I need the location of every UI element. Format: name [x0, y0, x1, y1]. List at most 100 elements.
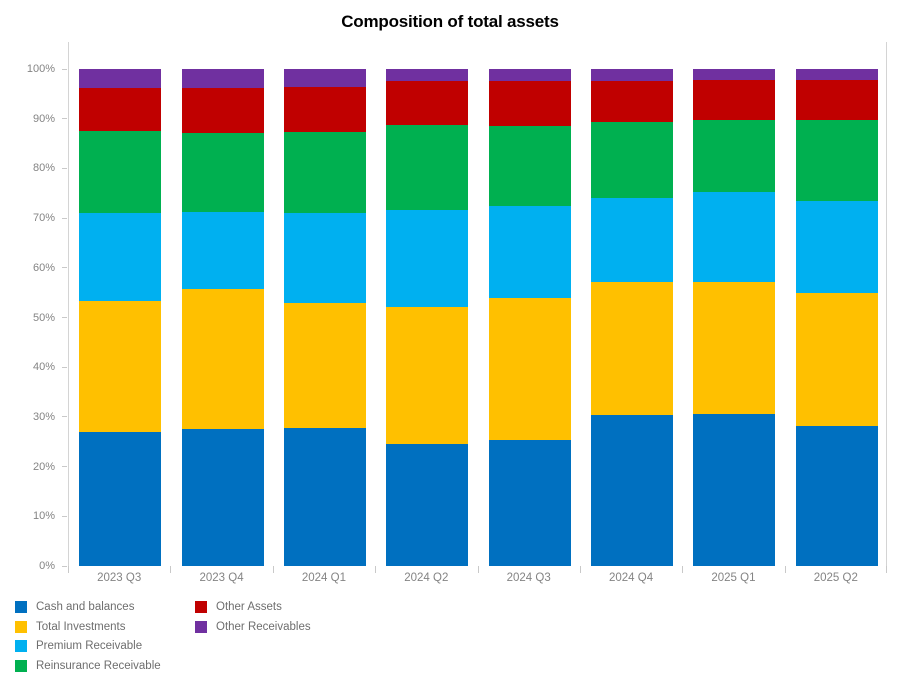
bars-region	[69, 69, 888, 566]
bar-segment-reinsurance-receivable-2023-q3[interactable]	[79, 131, 162, 214]
bar-segment-reinsurance-receivable-2024-q3[interactable]	[488, 125, 571, 207]
bar-segment-reinsurance-receivable-2025-q2[interactable]	[795, 119, 878, 201]
x-tick-label-2025-q1: 2025 Q1	[711, 572, 756, 584]
y-tick-label-100: 100%	[26, 63, 55, 75]
bar-segment-premium-receivable-2024-q2[interactable]	[386, 210, 469, 307]
y-tick-mark	[62, 217, 67, 219]
bar-segment-total-investments-2023-q3[interactable]	[79, 301, 162, 432]
bar-segment-cash-and-balances-2023-q4[interactable]	[181, 429, 264, 566]
x-tick-label-2024-q1: 2024 Q1	[301, 572, 346, 584]
bar-segment-premium-receivable-2023-q3[interactable]	[79, 213, 162, 302]
legend-item-cash-and-balances[interactable]: Cash and balances	[15, 600, 134, 614]
bar-segment-premium-receivable-2025-q2[interactable]	[795, 200, 878, 294]
bar-slot-2025-q1	[683, 69, 785, 566]
y-tick-label-30: 30%	[32, 410, 55, 423]
x-tick-label-2024-q3: 2024 Q3	[506, 572, 551, 584]
legend-swatch-icon	[15, 640, 27, 653]
stacked-bar-2024-q3	[488, 69, 571, 566]
stacked-bar-2024-q2	[386, 69, 469, 566]
bar-segment-cash-and-balances-2024-q4[interactable]	[591, 414, 674, 566]
bar-segment-cash-and-balances-2024-q2[interactable]	[386, 444, 469, 566]
stacked-bar-2024-q1	[283, 69, 366, 566]
bar-segment-other-assets-2024-q4[interactable]	[591, 80, 674, 122]
y-tick-label-80: 80%	[32, 162, 55, 175]
bar-segment-cash-and-balances-2023-q3[interactable]	[79, 431, 162, 566]
bar-segment-reinsurance-receivable-2023-q4[interactable]	[181, 133, 264, 212]
bar-segment-other-receivables-2023-q4[interactable]	[181, 69, 264, 88]
y-tick-label-20: 20%	[32, 460, 55, 473]
y-tick-label-40: 40%	[32, 361, 55, 374]
bar-segment-total-investments-2025-q2[interactable]	[795, 293, 878, 426]
y-tick-mark	[62, 68, 67, 70]
bar-segment-other-receivables-2024-q4[interactable]	[591, 69, 674, 81]
stacked-bar-2023-q4	[181, 69, 264, 566]
bar-segment-other-assets-2023-q4[interactable]	[181, 87, 264, 134]
y-tick-label-10: 10%	[32, 510, 55, 523]
x-boundary-tick	[68, 566, 69, 573]
bar-segment-total-investments-2024-q1[interactable]	[283, 302, 366, 429]
stacked-bar-2024-q4	[591, 69, 674, 566]
x-boundary-tick	[170, 566, 172, 573]
bar-slot-2024-q3	[479, 69, 581, 566]
bar-segment-total-investments-2025-q1[interactable]	[693, 282, 776, 414]
bar-slot-2024-q1	[274, 69, 376, 566]
bar-segment-total-investments-2024-q4[interactable]	[591, 281, 674, 415]
bar-segment-premium-receivable-2024-q1[interactable]	[283, 213, 366, 303]
bar-segment-cash-and-balances-2024-q3[interactable]	[488, 439, 571, 566]
y-tick-mark	[62, 416, 67, 418]
y-tick-mark	[62, 267, 67, 269]
bar-segment-other-receivables-2024-q3[interactable]	[488, 69, 571, 82]
bar-segment-other-assets-2024-q2[interactable]	[386, 81, 469, 126]
bar-segment-other-assets-2025-q2[interactable]	[795, 80, 878, 120]
legend-item-other-receivables[interactable]: Other Receivables	[195, 620, 311, 634]
bar-segment-reinsurance-receivable-2024-q4[interactable]	[591, 121, 674, 199]
bar-segment-other-receivables-2025-q1[interactable]	[693, 69, 776, 80]
x-tick-label-2023-q3: 2023 Q3	[97, 572, 142, 584]
x-axis: 2023 Q3 2023 Q4 2024 Q1 2024 Q2 2024 Q3 2024 …	[68, 566, 887, 592]
bar-segment-total-investments-2024-q3[interactable]	[488, 298, 571, 440]
legend-swatch-icon	[195, 601, 207, 613]
y-tick-label-0: 0%	[39, 560, 55, 572]
legend-label: Total Investments	[36, 620, 126, 633]
bar-segment-cash-and-balances-2025-q1[interactable]	[693, 413, 776, 566]
legend-item-premium-receivable[interactable]: Premium Receivable	[15, 639, 142, 653]
bar-segment-cash-and-balances-2024-q1[interactable]	[283, 428, 366, 566]
bar-segment-other-assets-2024-q1[interactable]	[283, 87, 366, 132]
bar-segment-other-assets-2025-q1[interactable]	[693, 79, 776, 120]
x-boundary-tick	[784, 566, 786, 573]
bar-segment-cash-and-balances-2025-q2[interactable]	[795, 425, 878, 566]
stacked-bar-2023-q3	[79, 69, 162, 566]
x-boundary-tick	[579, 566, 581, 573]
legend-item-total-investments[interactable]: Total Investments	[15, 620, 125, 634]
y-tick-mark	[62, 515, 67, 517]
bar-segment-other-assets-2024-q3[interactable]	[488, 81, 571, 126]
bar-segment-premium-receivable-2024-q4[interactable]	[591, 198, 674, 282]
x-boundary-tick	[375, 566, 377, 573]
bar-segment-other-receivables-2023-q3[interactable]	[79, 69, 162, 88]
bar-segment-total-investments-2024-q2[interactable]	[386, 306, 469, 445]
bar-segment-other-receivables-2024-q1[interactable]	[283, 69, 366, 88]
y-tick-label-90: 90%	[32, 112, 55, 125]
bar-segment-other-assets-2023-q3[interactable]	[79, 87, 162, 132]
bar-segment-premium-receivable-2023-q4[interactable]	[181, 211, 264, 290]
legend-item-other-assets[interactable]: Other Assets	[195, 600, 282, 614]
bar-segment-reinsurance-receivable-2024-q2[interactable]	[386, 125, 469, 211]
bar-segment-other-receivables-2025-q2[interactable]	[795, 69, 878, 81]
bar-segment-reinsurance-receivable-2025-q1[interactable]	[693, 119, 776, 192]
chart-title: Composition of total assets	[341, 12, 559, 31]
bar-segment-other-receivables-2024-q2[interactable]	[386, 69, 469, 82]
legend-label: Other Receivables	[216, 620, 311, 633]
y-tick-mark	[62, 118, 67, 120]
bar-segment-total-investments-2023-q4[interactable]	[181, 289, 264, 430]
legend-item-reinsurance-receivable[interactable]: Reinsurance Receivable	[15, 659, 161, 673]
bar-slot-2023-q4	[171, 69, 273, 566]
y-tick-mark	[62, 466, 67, 468]
legend-swatch-icon	[15, 620, 27, 633]
y-tick-mark	[62, 317, 67, 318]
stacked-bar-2025-q2	[795, 69, 878, 566]
bar-segment-premium-receivable-2024-q3[interactable]	[488, 206, 571, 299]
bar-segment-premium-receivable-2025-q1[interactable]	[693, 191, 776, 283]
y-tick-label-70: 70%	[32, 212, 55, 225]
bar-segment-reinsurance-receivable-2024-q1[interactable]	[283, 131, 366, 214]
